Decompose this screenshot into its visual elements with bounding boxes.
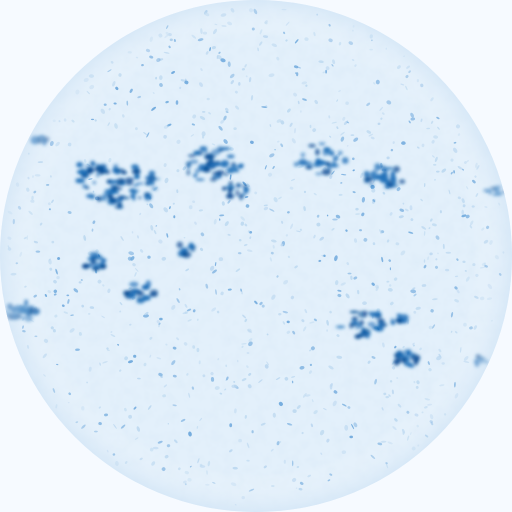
solar-disk-image (0, 0, 512, 512)
limb-brightening (0, 0, 512, 512)
solar-disk (0, 0, 512, 512)
solar-image-canvas (0, 0, 512, 512)
